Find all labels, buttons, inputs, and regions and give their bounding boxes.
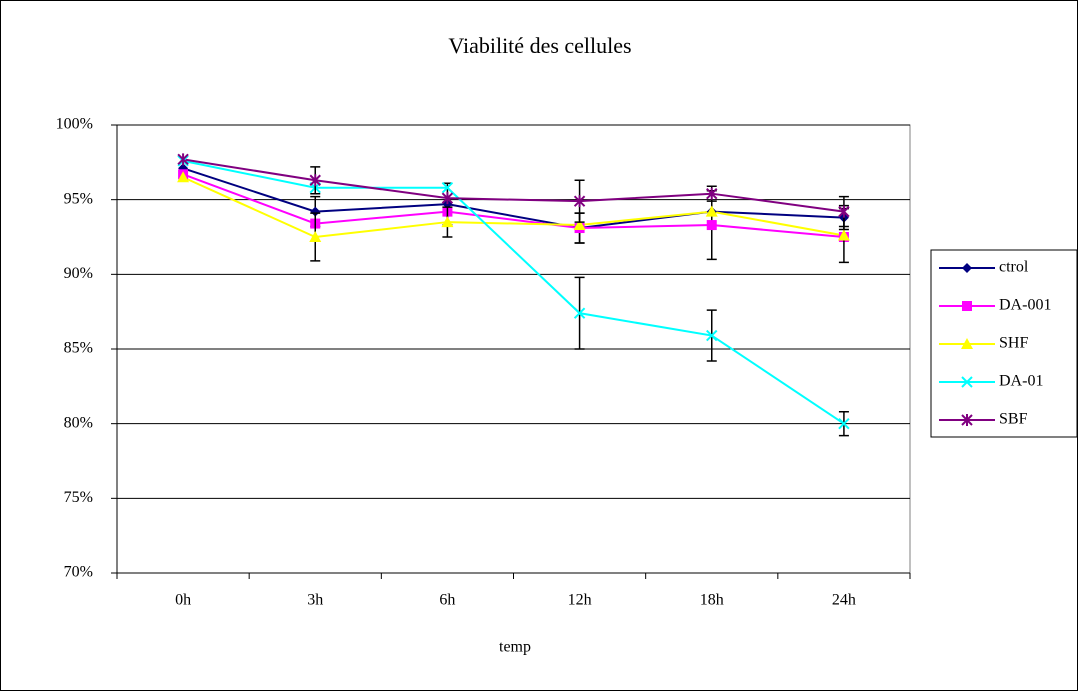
y-tick-label: 80%: [64, 414, 93, 431]
series-line: [182, 176, 845, 239]
y-tick-label: 95%: [64, 190, 93, 207]
marker: [441, 182, 454, 194]
marker: [961, 338, 973, 349]
marker: [838, 205, 850, 218]
marker: [573, 195, 586, 208]
marker: [838, 417, 850, 430]
marker: [177, 153, 189, 166]
marker: [573, 219, 586, 231]
legend-label: ctrol: [999, 259, 1029, 276]
marker: [310, 206, 321, 217]
x-tick-label: 12h: [568, 592, 592, 609]
marker: [309, 231, 322, 242]
legend-label: SHF: [999, 335, 1028, 352]
marker: [705, 205, 718, 217]
marker: [961, 414, 973, 426]
x-tick-label: 6h: [439, 592, 455, 609]
series-line: [182, 173, 845, 238]
y-tick-label: 85%: [64, 340, 93, 357]
legend: ctrol DA-001 SHF DA-01 SBF: [930, 249, 1078, 438]
marker: [837, 229, 850, 241]
marker: [706, 220, 717, 231]
x-tick-label: 0h: [175, 592, 191, 609]
y-tick-label: 90%: [64, 265, 93, 282]
x-tick-label: 18h: [700, 592, 724, 609]
marker: [441, 192, 454, 205]
marker: [962, 263, 972, 273]
legend-label: DA-001: [999, 297, 1051, 314]
y-tick-label: 70%: [64, 564, 93, 581]
marker: [177, 171, 190, 183]
chart-title: Viabilité des cellules: [448, 33, 631, 58]
legend-label: SBF: [999, 411, 1028, 428]
series-line: [182, 167, 844, 230]
series-line: [182, 158, 845, 213]
y-tick-label: 100%: [56, 116, 93, 133]
x-tick-label: 24h: [832, 592, 856, 609]
y-tick-label: 75%: [64, 489, 93, 506]
legend-label: DA-01: [999, 373, 1043, 390]
x-tick-label: 3h: [307, 592, 323, 609]
marker: [573, 307, 586, 319]
marker: [961, 376, 973, 388]
marker: [706, 329, 718, 342]
marker: [441, 216, 454, 228]
marker: [309, 174, 321, 187]
x-axis-label: temp: [499, 639, 531, 656]
marker: [706, 187, 718, 200]
marker: [962, 301, 972, 311]
series-line: [182, 159, 845, 425]
